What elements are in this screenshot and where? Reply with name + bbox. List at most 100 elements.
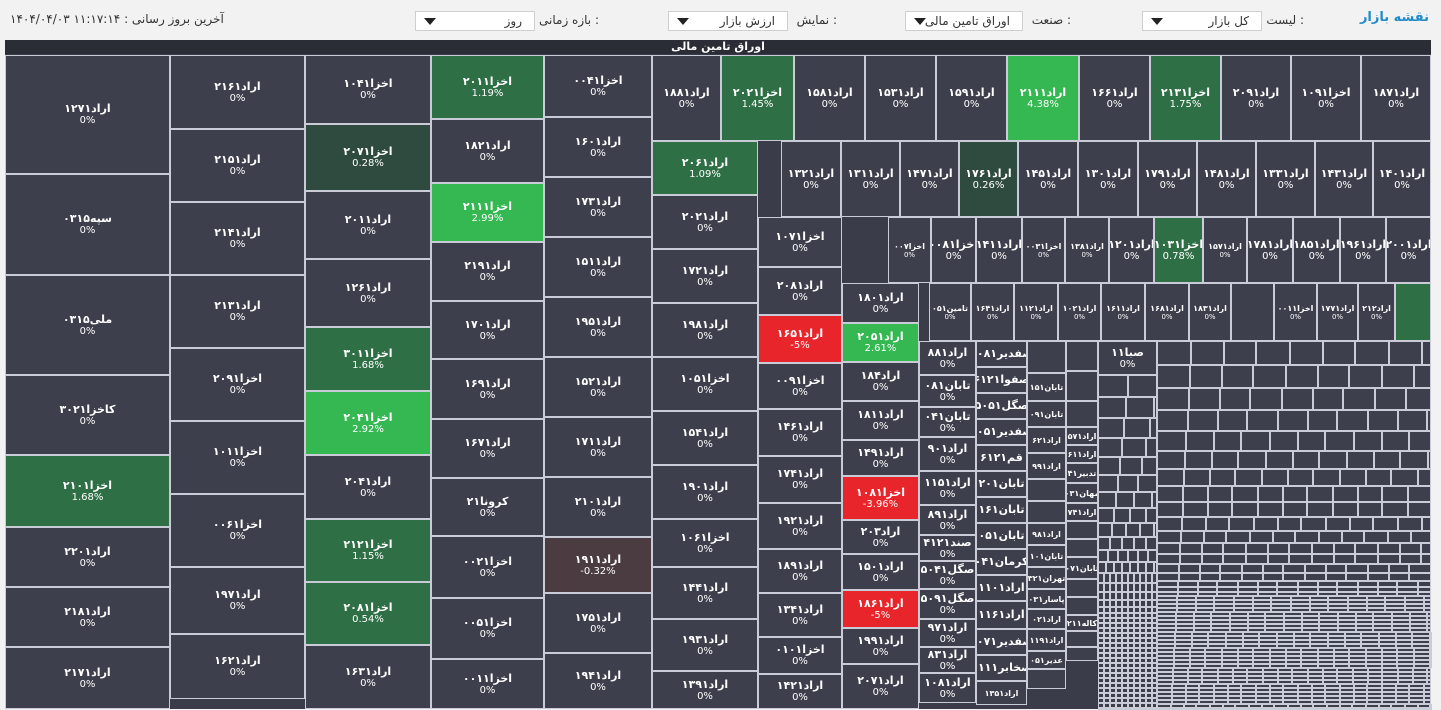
treemap-cell[interactable]: اراد۱۷۶۱ 0.26% bbox=[959, 141, 1018, 217]
treemap-cell[interactable] bbox=[1110, 673, 1116, 678]
treemap-cell[interactable] bbox=[1308, 668, 1323, 672]
treemap-cell[interactable] bbox=[1112, 523, 1126, 537]
treemap-cell[interactable] bbox=[1397, 652, 1414, 656]
treemap-cell[interactable] bbox=[1231, 283, 1274, 341]
treemap-cell[interactable] bbox=[1214, 688, 1228, 692]
treemap-cell[interactable]: اراد۲۰۸۱ 0% bbox=[758, 267, 842, 315]
treemap-cell[interactable] bbox=[1146, 562, 1154, 573]
treemap-cell[interactable] bbox=[1116, 673, 1122, 678]
treemap-cell[interactable] bbox=[1248, 628, 1265, 632]
treemap-cell[interactable] bbox=[1367, 692, 1382, 696]
treemap-cell[interactable] bbox=[1256, 688, 1270, 692]
treemap-cell[interactable] bbox=[1235, 469, 1262, 486]
treemap-cell[interactable] bbox=[1146, 583, 1152, 592]
treemap-cell[interactable] bbox=[1270, 431, 1298, 451]
treemap-cell[interactable] bbox=[1152, 623, 1157, 628]
treemap-cell[interactable] bbox=[1294, 640, 1310, 644]
treemap-cell[interactable]: اراد۱۸۱۱ 0% bbox=[842, 401, 919, 440]
treemap-cell[interactable] bbox=[1366, 652, 1382, 656]
treemap-cell[interactable] bbox=[1406, 388, 1431, 410]
treemap-cell[interactable] bbox=[1328, 636, 1345, 640]
treemap-cell[interactable] bbox=[1248, 624, 1265, 628]
treemap-cell[interactable] bbox=[1214, 696, 1228, 700]
treemap-cell[interactable] bbox=[1233, 680, 1247, 684]
treemap-cell[interactable] bbox=[1140, 583, 1146, 592]
treemap-cell[interactable] bbox=[1291, 600, 1310, 604]
treemap-cell[interactable] bbox=[1418, 581, 1431, 587]
treemap-cell[interactable] bbox=[1292, 676, 1308, 680]
treemap-cell[interactable]: اراد۱۵۴۱ 0% bbox=[652, 411, 758, 465]
treemap-cell[interactable] bbox=[1410, 628, 1427, 632]
treemap-cell[interactable] bbox=[1340, 469, 1366, 486]
treemap-cell[interactable] bbox=[1128, 638, 1134, 643]
treemap-cell[interactable] bbox=[1366, 469, 1391, 486]
treemap-cell[interactable] bbox=[1104, 623, 1110, 628]
treemap-cell[interactable] bbox=[1110, 643, 1116, 648]
treemap-cell[interactable] bbox=[1241, 692, 1256, 696]
treemap-cell[interactable] bbox=[1228, 692, 1241, 696]
treemap-cell[interactable] bbox=[1173, 668, 1188, 672]
treemap-cell[interactable] bbox=[1424, 596, 1431, 600]
treemap-cell[interactable] bbox=[1128, 663, 1134, 668]
treemap-cell[interactable] bbox=[1298, 688, 1312, 692]
treemap-cell[interactable] bbox=[1128, 683, 1134, 688]
treemap-cell[interactable] bbox=[1308, 672, 1323, 676]
treemap-cell[interactable] bbox=[1323, 676, 1337, 680]
treemap-cell[interactable] bbox=[1323, 668, 1337, 672]
treemap-cell[interactable] bbox=[1424, 604, 1431, 608]
treemap-cell[interactable] bbox=[1122, 683, 1128, 688]
treemap-cell[interactable] bbox=[1258, 581, 1277, 587]
treemap-cell[interactable] bbox=[1427, 676, 1431, 680]
treemap-cell[interactable] bbox=[1325, 696, 1340, 700]
treemap-cell[interactable] bbox=[1218, 680, 1233, 684]
treemap-cell[interactable] bbox=[1098, 688, 1104, 693]
treemap-cell[interactable] bbox=[1328, 632, 1345, 636]
treemap-cell[interactable] bbox=[1301, 517, 1326, 531]
treemap-cell[interactable] bbox=[1382, 684, 1396, 688]
treemap-cell[interactable] bbox=[1122, 573, 1128, 583]
treemap-cell[interactable]: کاخزا۳۰۲۱ 0% bbox=[5, 375, 170, 455]
treemap-cell[interactable] bbox=[1202, 676, 1218, 680]
treemap-cell[interactable]: اراد۱۶۴۱ 0% bbox=[971, 283, 1014, 341]
treemap-cell[interactable] bbox=[1134, 653, 1140, 658]
treemap-cell[interactable] bbox=[1334, 652, 1349, 656]
treemap-cell[interactable] bbox=[1382, 692, 1396, 696]
treemap-cell[interactable]: اراد۱۸۷۱ 0% bbox=[1361, 55, 1431, 141]
treemap-cell[interactable] bbox=[1409, 688, 1424, 692]
treemap-cell[interactable] bbox=[1414, 656, 1430, 660]
treemap-cell[interactable] bbox=[1098, 613, 1104, 618]
treemap-cell[interactable] bbox=[1323, 672, 1337, 676]
treemap-cell[interactable] bbox=[1263, 676, 1278, 680]
treemap-cell[interactable] bbox=[1301, 656, 1318, 660]
treemap-cell[interactable] bbox=[1382, 676, 1398, 680]
treemap-cell[interactable] bbox=[1183, 502, 1208, 517]
treemap-cell[interactable] bbox=[1247, 676, 1263, 680]
treemap-cell[interactable]: اراد۱۵۱۱ 0% bbox=[544, 237, 652, 297]
treemap-cell[interactable]: اراد۱۶۳۱ 0% bbox=[305, 645, 431, 709]
treemap-cell[interactable] bbox=[1104, 688, 1110, 693]
treemap-cell[interactable] bbox=[1373, 620, 1392, 624]
treemap-cell[interactable] bbox=[1400, 451, 1428, 469]
treemap-cell[interactable] bbox=[1223, 543, 1246, 554]
treemap-cell[interactable] bbox=[1098, 658, 1104, 663]
treemap-cell[interactable] bbox=[1418, 587, 1431, 592]
treemap-cell[interactable] bbox=[1246, 554, 1268, 564]
treemap-cell[interactable] bbox=[1218, 410, 1247, 431]
treemap-cell[interactable] bbox=[1157, 365, 1190, 388]
treemap-cell[interactable] bbox=[1302, 616, 1319, 620]
treemap-cell[interactable] bbox=[1278, 680, 1292, 684]
treemap-cell[interactable] bbox=[1220, 564, 1242, 573]
treemap-cell[interactable]: اراد۲۱۰۱ 0% bbox=[544, 477, 652, 537]
treemap-cell[interactable] bbox=[1338, 612, 1356, 616]
treemap-cell[interactable] bbox=[1361, 632, 1379, 636]
treemap-cell[interactable] bbox=[1146, 688, 1152, 693]
treemap-cell[interactable] bbox=[1134, 663, 1140, 668]
treemap-cell[interactable] bbox=[1353, 672, 1368, 676]
treemap-cell[interactable] bbox=[1146, 683, 1152, 688]
treemap-cell[interactable] bbox=[1268, 543, 1289, 554]
treemap-cell[interactable] bbox=[1110, 683, 1116, 688]
treemap-cell[interactable] bbox=[1176, 628, 1194, 632]
treemap-cell[interactable] bbox=[1140, 633, 1146, 638]
treemap-cell[interactable] bbox=[1179, 573, 1200, 581]
treemap-cell[interactable] bbox=[1382, 672, 1398, 676]
